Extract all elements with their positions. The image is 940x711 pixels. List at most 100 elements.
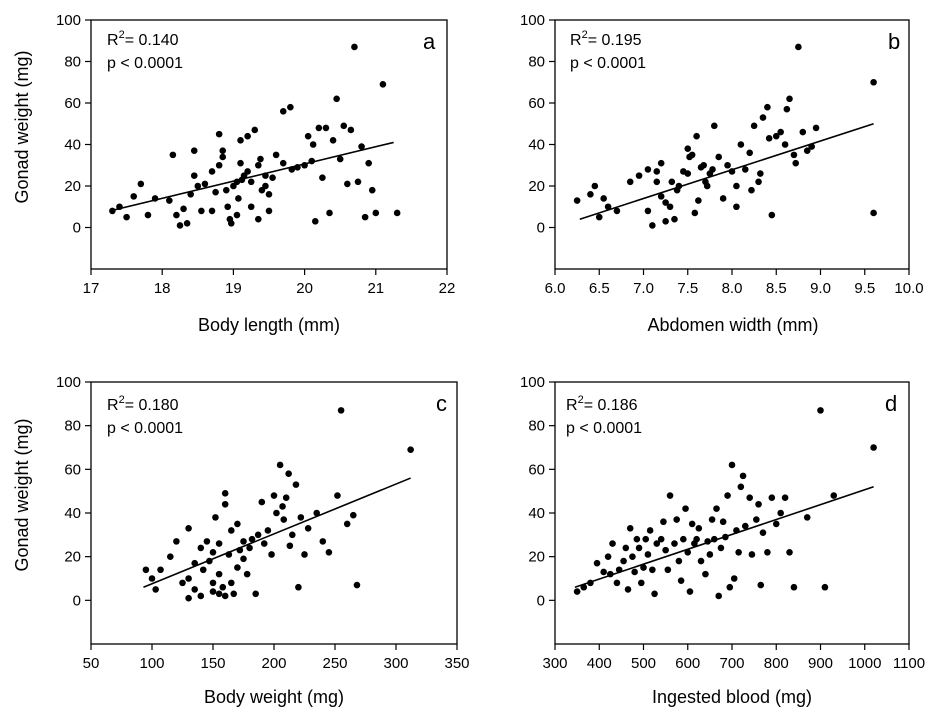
data-point xyxy=(772,520,780,528)
data-point xyxy=(221,592,229,600)
panel-a: R2= 0.140 p < 0.0001 a Body length (mm) … xyxy=(12,12,455,335)
data-point xyxy=(191,586,198,593)
data-point xyxy=(319,538,327,545)
x-tick-label: 800 xyxy=(764,655,789,672)
data-point xyxy=(197,592,205,600)
panel-c-r2-label: R2= 0.180 xyxy=(107,394,179,414)
data-point xyxy=(169,151,177,159)
panel-a-xlabel: Body length (mm) xyxy=(198,315,340,335)
data-point xyxy=(609,540,616,547)
data-point xyxy=(279,159,287,167)
data-point xyxy=(262,182,269,190)
data-point xyxy=(237,159,244,167)
data-point xyxy=(715,153,723,161)
data-point xyxy=(228,579,235,587)
data-point xyxy=(152,586,159,593)
data-point xyxy=(354,178,362,186)
data-point xyxy=(148,575,156,582)
data-point xyxy=(285,470,292,478)
panel-a-r2-label: R2= 0.140 xyxy=(107,29,179,49)
data-point xyxy=(591,182,599,190)
data-point xyxy=(748,551,756,558)
data-point xyxy=(282,494,290,502)
data-point xyxy=(224,203,232,211)
data-point xyxy=(227,220,235,227)
data-point xyxy=(221,500,229,508)
data-point xyxy=(201,180,209,188)
data-point xyxy=(237,137,244,144)
data-point xyxy=(737,141,745,148)
data-point xyxy=(719,518,727,526)
data-point xyxy=(812,124,820,132)
panel-c-yticks: 0 20 40 60 80 100 xyxy=(56,374,91,609)
data-point xyxy=(353,581,361,589)
x-tick-label: 9.5 xyxy=(854,280,875,297)
data-point xyxy=(368,186,376,194)
y-tick-label: 100 xyxy=(56,374,81,391)
data-point xyxy=(130,193,138,200)
y-tick-label: 20 xyxy=(528,178,545,195)
data-point xyxy=(258,498,266,506)
x-tick-label: 22 xyxy=(439,280,456,297)
data-point xyxy=(265,207,273,215)
data-point xyxy=(593,559,601,567)
data-point xyxy=(792,159,800,167)
panel-b-p-label: p < 0.0001 xyxy=(570,55,646,72)
data-point xyxy=(671,215,678,223)
y-tick-label: 80 xyxy=(64,54,81,71)
data-point xyxy=(870,444,877,451)
data-point xyxy=(660,518,667,526)
data-point xyxy=(279,108,287,115)
data-point xyxy=(326,209,333,217)
data-point xyxy=(221,490,229,497)
x-tick-label: 8.0 xyxy=(722,280,743,297)
data-point xyxy=(728,461,736,469)
panel-b-points xyxy=(573,43,877,229)
data-point xyxy=(215,540,223,547)
data-point xyxy=(715,592,723,600)
x-tick-label: 18 xyxy=(154,280,171,297)
data-point xyxy=(733,203,740,211)
data-point xyxy=(180,205,187,213)
x-tick-label: 21 xyxy=(367,280,384,297)
data-point xyxy=(684,170,692,177)
data-point xyxy=(301,551,308,558)
data-point xyxy=(295,583,302,591)
data-point xyxy=(741,166,749,173)
data-point xyxy=(230,590,238,598)
y-tick-label: 80 xyxy=(528,418,545,435)
data-point xyxy=(240,555,247,563)
data-point xyxy=(662,546,669,554)
data-point xyxy=(311,217,319,225)
data-point xyxy=(248,535,256,543)
data-point xyxy=(870,78,877,86)
panel-b-letter: b xyxy=(888,29,900,54)
data-point xyxy=(264,527,272,534)
x-tick-label: 400 xyxy=(587,655,612,672)
data-point xyxy=(234,520,241,528)
data-point xyxy=(759,114,767,121)
data-point xyxy=(573,588,581,595)
data-point xyxy=(768,494,776,502)
data-point xyxy=(675,557,683,565)
data-point xyxy=(786,95,793,103)
data-point xyxy=(795,43,802,51)
data-point xyxy=(265,191,273,198)
data-point xyxy=(185,594,192,602)
data-point xyxy=(695,524,703,532)
data-point xyxy=(680,535,687,543)
data-point xyxy=(260,540,268,547)
data-point xyxy=(717,544,725,552)
data-point xyxy=(693,535,700,543)
y-tick-label: 100 xyxy=(520,12,545,29)
data-point xyxy=(631,568,638,576)
data-point xyxy=(622,544,630,552)
panel-d-xlabel: Ingested blood (mg) xyxy=(652,687,812,707)
data-point xyxy=(219,153,227,161)
x-tick-label: 20 xyxy=(296,280,313,297)
data-point xyxy=(350,511,357,519)
data-point xyxy=(190,147,198,155)
data-point xyxy=(790,151,798,159)
panel-d-r2-label: R2= 0.186 xyxy=(566,394,638,414)
